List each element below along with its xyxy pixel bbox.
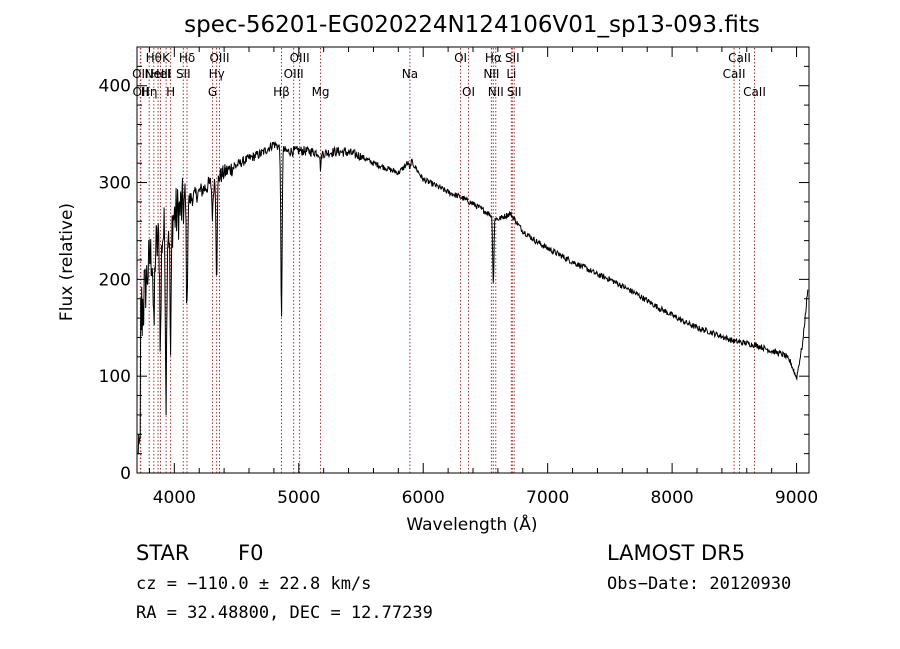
x-tick-label: 8000 [650, 488, 693, 508]
y-axis-label: Flux (relative) [57, 203, 77, 321]
coordinates: RA = 32.48800, DEC = 12.77239 [136, 603, 433, 623]
line-marker-label: CaII [728, 51, 751, 65]
line-marker-label: H [166, 85, 175, 99]
line-marker-label: Hα [485, 51, 502, 65]
line-marker-label: Hη [141, 85, 158, 99]
line-marker-label: CaII [743, 85, 766, 99]
line-marker-label: OIII [290, 51, 310, 65]
line-marker-label: Na [402, 67, 418, 81]
line-markers [139, 48, 755, 473]
x-axis-label: Wavelength (Å) [406, 513, 537, 535]
line-marker-labels: OIIOIIHηHθNeIIIHeIKHSIIHδGHγOIIIHβOIIIOI… [132, 51, 766, 99]
line-marker-label: NII [488, 85, 504, 99]
line-marker-label: OIII [209, 51, 229, 65]
line-marker-label: Li [506, 67, 516, 81]
y-tick-label: 400 [99, 77, 131, 97]
y-tick-label: 0 [120, 464, 131, 484]
x-axis-ticks: 4000 5000 6000 7000 8000 9000 [148, 47, 818, 508]
x-tick-label: 4000 [153, 488, 196, 508]
spectrum-line [137, 141, 809, 455]
observation-date: Obs−Date: 20120930 [607, 574, 792, 594]
line-marker-label: NII [483, 67, 499, 81]
line-marker-label: OI [462, 85, 475, 99]
x-tick-label: 7000 [526, 488, 569, 508]
survey-name: LAMOST DR5 [607, 541, 746, 565]
line-marker-label: OII [132, 67, 149, 81]
line-marker-label: Hβ [273, 85, 290, 99]
spectral-class: STAR [136, 541, 190, 565]
line-marker-label: Hγ [209, 67, 225, 81]
line-marker-label: SII [176, 67, 191, 81]
y-tick-label: 200 [99, 270, 131, 290]
line-marker-label: Hδ [179, 51, 195, 65]
x-tick-label: 9000 [775, 488, 818, 508]
line-marker-label: Mg [312, 85, 330, 99]
y-axis-ticks: 0 100 200 300 400 [99, 46, 809, 484]
line-marker-label: Hθ [146, 51, 162, 65]
line-marker-label: OI [454, 51, 467, 65]
y-tick-label: 300 [99, 174, 131, 194]
plot-frame [136, 46, 810, 474]
chart-title: spec-56201-EG020224N124106V01_sp13-093.f… [184, 12, 760, 38]
line-marker-label: HeI [151, 67, 171, 81]
line-marker-label: SII [505, 51, 520, 65]
spectral-subclass: F0 [238, 541, 264, 565]
line-marker-label: NeIII [145, 67, 172, 81]
line-marker-label: K [162, 51, 171, 65]
line-marker-label: CaII [723, 67, 746, 81]
line-marker-label: OIII [284, 67, 304, 81]
line-marker-label: G [208, 85, 217, 99]
line-marker-label: SII [507, 85, 522, 99]
x-tick-label: 5000 [277, 488, 320, 508]
redshift-velocity: cz = −110.0 ± 22.8 km/s [136, 574, 372, 594]
x-tick-label: 6000 [402, 488, 445, 508]
y-tick-label: 100 [99, 367, 131, 387]
